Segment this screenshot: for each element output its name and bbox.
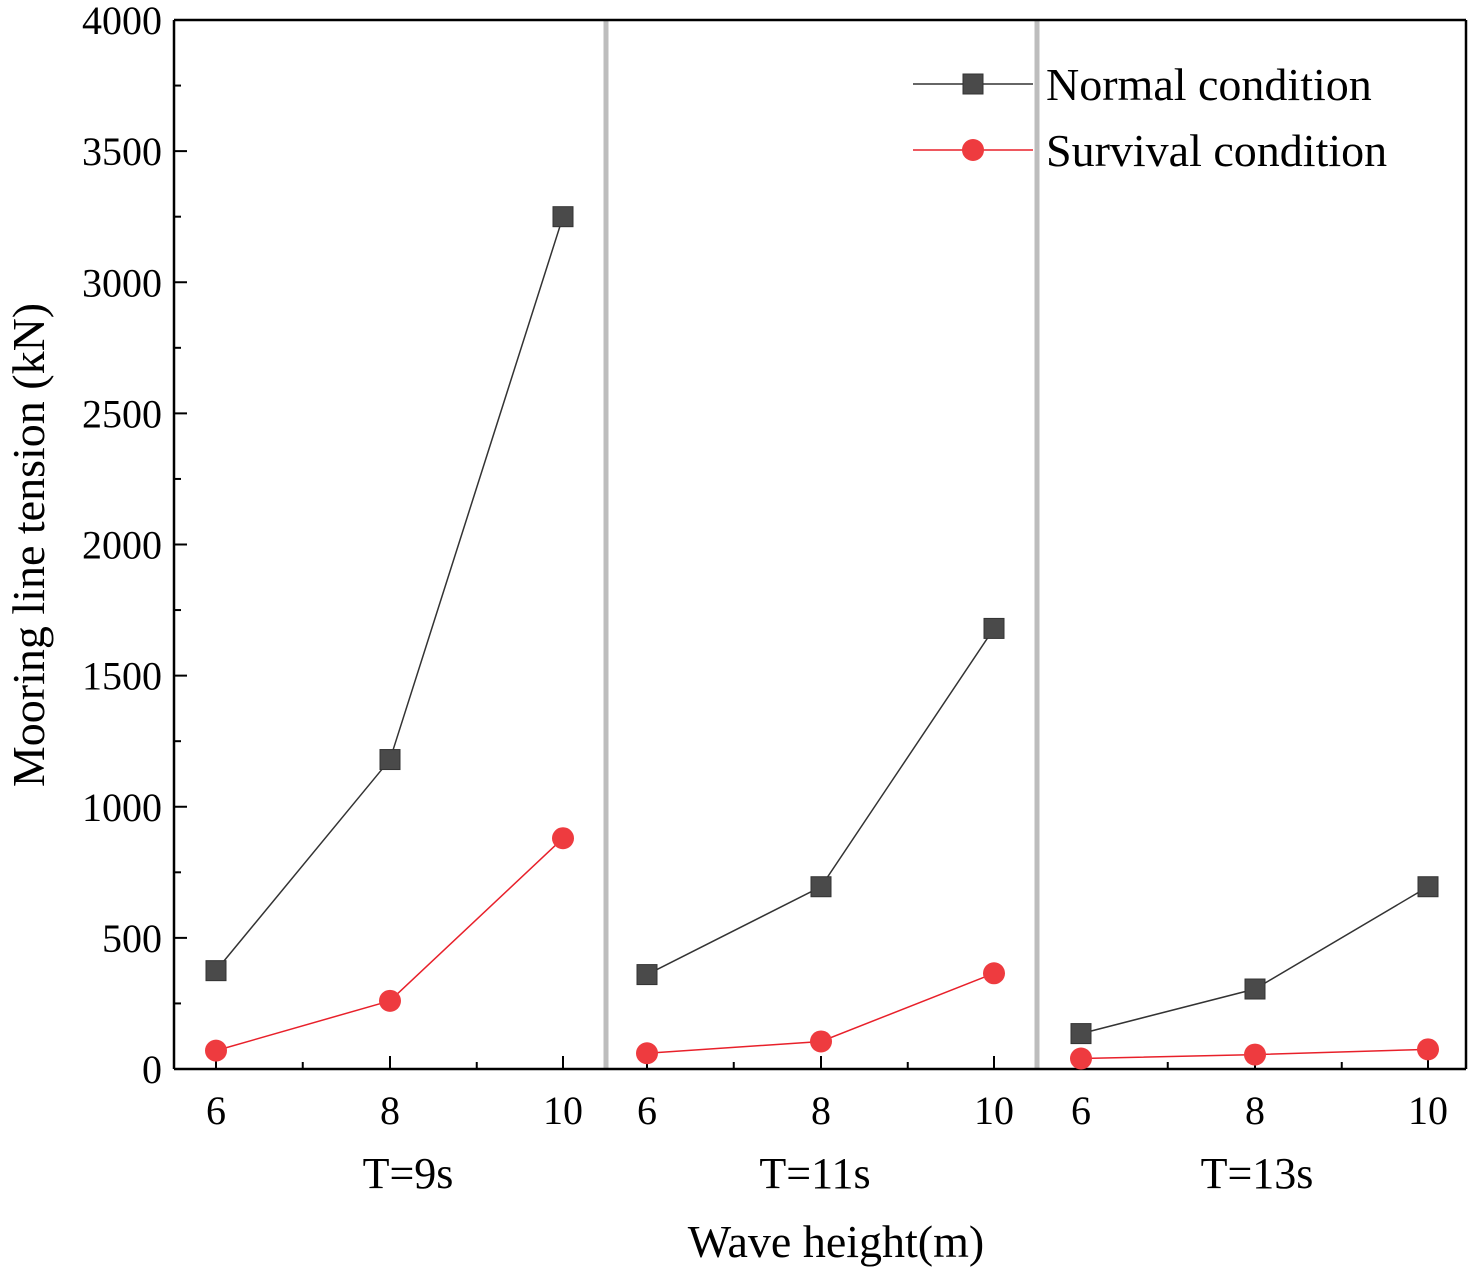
normal-condition-point <box>810 876 832 898</box>
legend-label-normal: Normal condition <box>1046 59 1372 110</box>
y-tick-label: 0 <box>142 1047 162 1092</box>
x-tick-label: 8 <box>380 1088 400 1133</box>
normal-condition-point <box>1417 876 1439 898</box>
y-tick-label: 1000 <box>82 785 162 830</box>
normal-line-T=9s <box>215 216 564 972</box>
panel-label: T=13s <box>1201 1149 1314 1198</box>
y-tick-label: 2500 <box>82 391 162 436</box>
x-tick-label: 10 <box>974 1088 1014 1133</box>
y-tick-label: 4000 <box>82 0 162 43</box>
survival-condition-point <box>1244 1043 1266 1066</box>
legend-marker-normal <box>962 73 984 95</box>
x-axis-title: Wave height(m) <box>688 1216 984 1267</box>
series-lines <box>215 216 1429 1060</box>
survival-condition-point <box>810 1030 832 1053</box>
y-tick-label: 3000 <box>82 260 162 305</box>
panel-label: T=11s <box>759 1149 870 1198</box>
normal-condition-point <box>1244 978 1266 1000</box>
normal-line-T=11s <box>646 628 995 976</box>
normal-line-T=13s <box>1080 886 1429 1035</box>
x-tick-label: 10 <box>1408 1088 1448 1133</box>
x-tick-label: 6 <box>1071 1088 1091 1133</box>
x-tick-label: 8 <box>1245 1088 1265 1133</box>
y-tick-label: 1500 <box>82 654 162 699</box>
survival-condition-point <box>1070 1047 1092 1070</box>
normal-condition-point <box>205 960 227 982</box>
legend: Normal condition Survival condition <box>913 59 1387 176</box>
survival-condition-point <box>205 1039 227 1062</box>
normal-condition-point <box>983 617 1005 639</box>
tick-marks <box>174 19 1429 1070</box>
normal-condition-point <box>552 206 574 228</box>
y-tick-label: 3500 <box>82 129 162 174</box>
y-tick-label: 2000 <box>82 523 162 568</box>
survival-condition-point <box>1417 1038 1439 1061</box>
chart-text: 0 500 1000 1500 2000 2500 3000 3500 4000 6 8 10 T=9s… <box>3 0 1448 1267</box>
x-tick-label: 6 <box>637 1088 657 1133</box>
survival-condition-point <box>983 962 1005 985</box>
y-axis-title: Mooring line tension (kN) <box>3 303 54 787</box>
x-tick-label: 6 <box>206 1088 226 1133</box>
normal-condition-point <box>1070 1023 1092 1045</box>
legend-label-survival: Survival condition <box>1046 125 1387 176</box>
axes <box>172 18 1468 1071</box>
y-tick-label: 500 <box>102 916 162 961</box>
survival-condition-point <box>636 1042 658 1065</box>
survival-condition-point <box>552 827 574 850</box>
x-tick-label: 10 <box>543 1088 583 1133</box>
legend-marker-survival <box>962 139 984 161</box>
survival-line-T=9s <box>215 837 564 1052</box>
normal-condition-point <box>379 749 401 771</box>
survival-condition-point <box>379 989 401 1012</box>
panel-label: T=9s <box>363 1149 454 1198</box>
series-markers <box>205 206 1439 1070</box>
normal-condition-point <box>636 964 658 986</box>
panel-dividers <box>603 20 1040 1069</box>
x-tick-label: 8 <box>811 1088 831 1133</box>
